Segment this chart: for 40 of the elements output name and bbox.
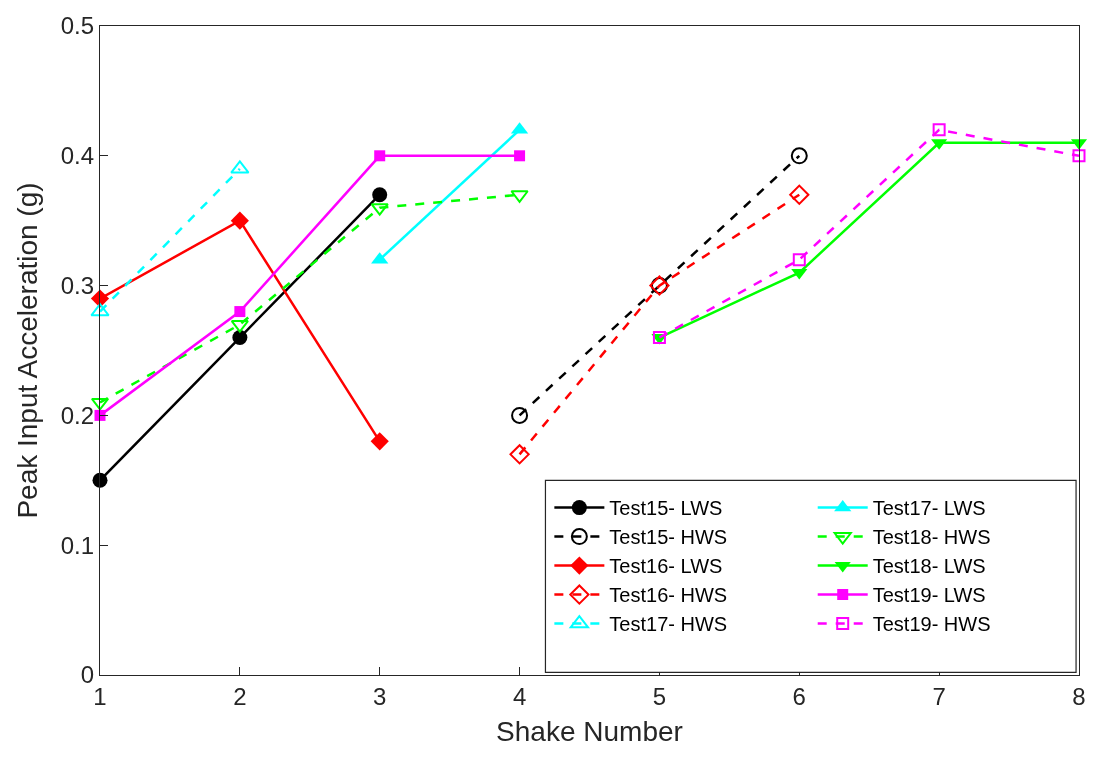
legend-label: Test18- LWS — [872, 555, 986, 578]
point — [792, 253, 806, 267]
point — [509, 444, 530, 465]
point — [932, 123, 946, 137]
point — [370, 432, 389, 451]
legend-label: Test16- HWS — [609, 584, 728, 607]
point — [514, 150, 526, 162]
y-tick-label: 0.2 — [60, 401, 95, 429]
point — [790, 147, 808, 165]
legend-label: Test19- LWS — [872, 584, 986, 607]
legend-label: Test16- LWS — [609, 555, 723, 578]
x-axis-title: Shake Number — [496, 716, 683, 747]
point — [511, 406, 529, 424]
x-tick-label: 4 — [512, 682, 527, 710]
legend-label: Test19- HWS — [872, 613, 991, 636]
x-tick-label: 7 — [932, 682, 946, 710]
legend-label: Test15- HWS — [609, 526, 728, 549]
y-tick-label: 0 — [80, 661, 95, 689]
point — [230, 211, 249, 230]
y-tick-label: 0.4 — [60, 142, 95, 170]
x-tick-label: 5 — [652, 682, 667, 710]
point — [232, 330, 248, 346]
point — [234, 306, 246, 318]
point — [374, 150, 386, 162]
point — [1072, 149, 1086, 163]
y-tick-label: 0.5 — [60, 12, 95, 40]
x-tick-label: 3 — [373, 682, 387, 710]
y-tick-label: 0.1 — [60, 531, 95, 559]
y-tick-label: 0.3 — [60, 272, 95, 299]
x-tick-label: 2 — [233, 682, 247, 710]
x-tick-label: 6 — [792, 682, 806, 710]
legend-label: Test17- LWS — [872, 497, 986, 520]
legend-label: Test18- HWS — [872, 526, 991, 549]
x-tick-label: 1 — [93, 682, 107, 710]
point — [372, 187, 388, 203]
y-axis-title: Peak Input Acceleration (g) — [12, 182, 44, 519]
x-tick-label: 8 — [1072, 682, 1086, 710]
legend-label: Test17- HWS — [609, 613, 728, 636]
legend-label: Test15- LWS — [609, 497, 723, 520]
point — [789, 184, 810, 205]
